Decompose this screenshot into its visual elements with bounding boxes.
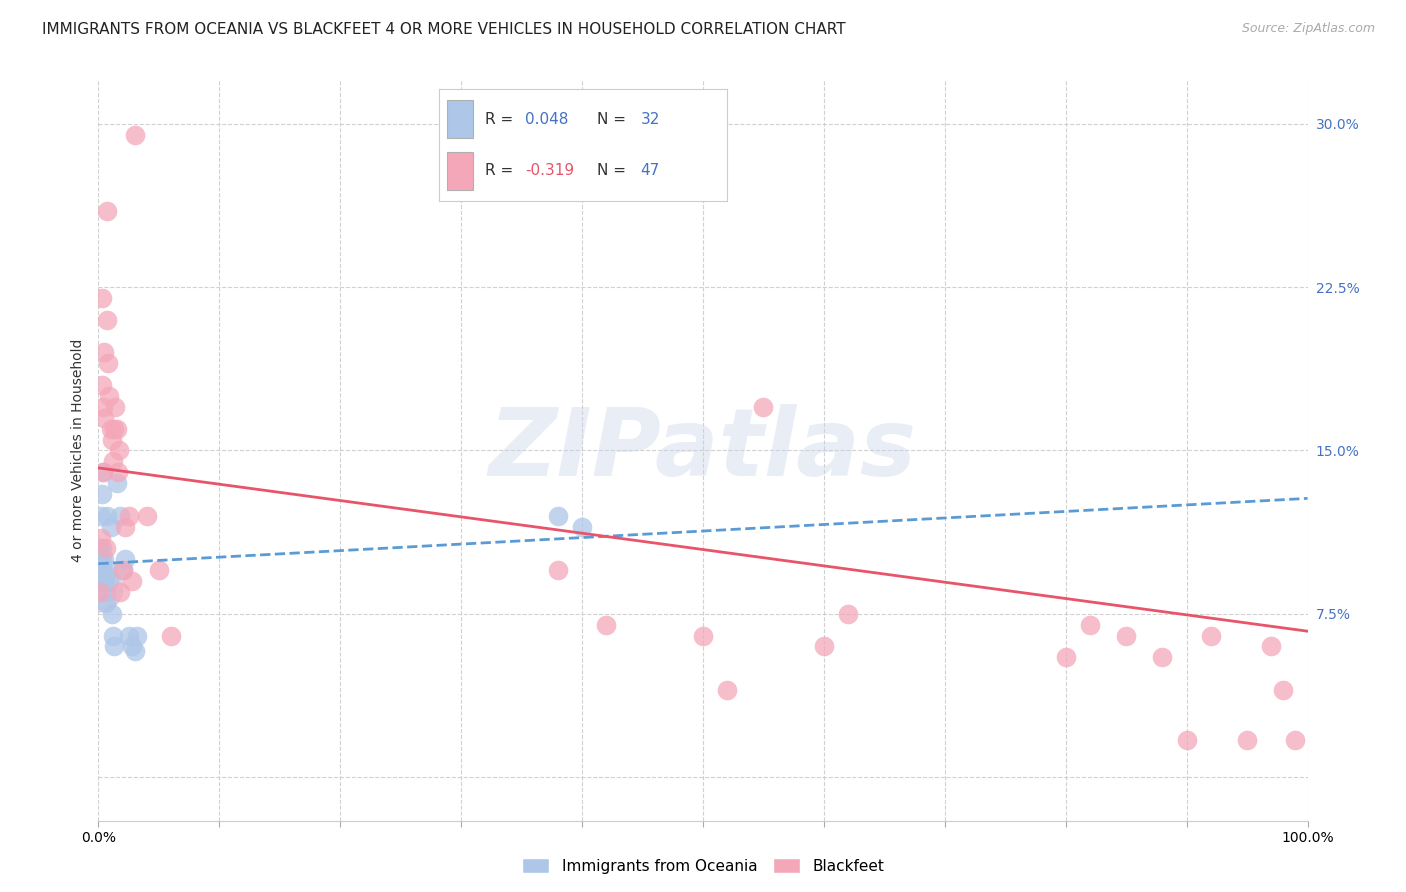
Point [91,465,114,479]
Point [94,596,117,610]
Point [121,574,143,588]
Point [148,563,170,577]
Point [89,563,111,577]
Point [692,629,714,643]
Point [93,410,115,425]
Point [94,541,117,556]
Point [101,454,124,468]
Point [93,574,115,588]
Point [595,617,617,632]
Point [89,552,111,566]
Point [108,585,131,599]
Point [547,563,569,577]
Text: N =: N = [598,112,631,127]
Text: 32: 32 [641,112,659,127]
Point [100,519,122,533]
Point [91,465,114,479]
Point [813,640,835,654]
Point [87,581,110,595]
Y-axis label: 4 or more Vehicles in Household: 4 or more Vehicles in Household [72,339,86,562]
Point [114,519,136,533]
Point [1272,683,1295,698]
Point [94,585,117,599]
Text: ZIPatlas: ZIPatlas [489,404,917,497]
Legend: Immigrants from Oceania, Blackfeet: Immigrants from Oceania, Blackfeet [516,852,890,880]
Text: 0.048: 0.048 [526,112,568,127]
Point [101,629,124,643]
Point [96,508,118,523]
Point [89,585,111,599]
Point [118,629,141,643]
Point [837,607,859,621]
Point [104,400,127,414]
Point [96,203,118,218]
Point [121,640,143,654]
Point [90,574,112,588]
Point [96,313,118,327]
Point [103,640,125,654]
Point [100,422,122,436]
Point [1175,733,1198,747]
Point [87,541,110,556]
Point [1054,650,1077,665]
Text: N =: N = [598,163,631,178]
Text: R =: R = [485,163,517,178]
Point [93,552,115,566]
Point [752,400,775,414]
Point [103,422,125,436]
Text: Source: ZipAtlas.com: Source: ZipAtlas.com [1241,22,1375,36]
Point [105,422,128,436]
Point [90,531,112,545]
Point [100,607,122,621]
Point [97,356,120,370]
Point [107,465,129,479]
Point [105,476,128,491]
Point [111,563,134,577]
Point [90,508,112,523]
Point [124,128,146,142]
Point [108,443,131,458]
Point [97,563,120,577]
Text: R =: R = [485,112,517,127]
Point [1199,629,1222,643]
Point [91,563,114,577]
Point [118,508,141,523]
Bar [447,152,474,189]
Point [93,345,115,359]
Point [98,574,121,588]
Point [91,487,114,501]
Point [98,389,121,403]
Point [90,563,112,577]
Point [1236,733,1258,747]
Point [108,508,131,523]
Point [91,291,114,305]
Point [716,683,738,698]
Point [135,508,157,523]
Point [111,563,134,577]
Point [160,629,183,643]
Point [91,552,114,566]
Point [91,378,114,392]
Point [100,433,122,447]
Point [571,519,593,533]
Point [114,552,136,566]
Point [1284,733,1306,747]
Text: 47: 47 [641,163,659,178]
Point [1115,629,1137,643]
Bar [447,100,474,138]
Point [127,629,149,643]
Point [91,541,114,556]
Point [124,644,146,658]
Point [91,400,114,414]
Text: -0.319: -0.319 [526,163,574,178]
Point [1078,617,1101,632]
Point [547,508,569,523]
Point [1152,650,1174,665]
Text: IMMIGRANTS FROM OCEANIA VS BLACKFEET 4 OR MORE VEHICLES IN HOUSEHOLD CORRELATION: IMMIGRANTS FROM OCEANIA VS BLACKFEET 4 O… [42,22,846,37]
Point [1260,640,1282,654]
